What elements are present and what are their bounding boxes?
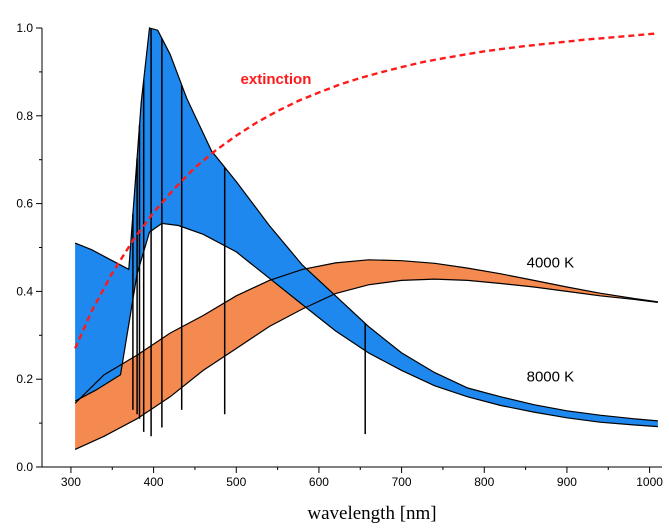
annotation-label: 8000 K: [527, 368, 575, 385]
y-tick-label: 1.0: [16, 21, 33, 35]
y-tick-label: 0.8: [16, 109, 33, 123]
band-4000k: [75, 259, 658, 450]
annotation-label: extinction: [241, 71, 312, 88]
y-tick-label: 0.0: [16, 460, 33, 474]
x-tick-label: 1000: [636, 475, 663, 489]
curve-4000k-bottom: [74, 278, 658, 450]
curve-4000k-top: [74, 259, 658, 404]
annotations: extinction 4000 K 8000 K: [241, 71, 575, 385]
x-tick-label: 700: [392, 475, 412, 489]
x-tick-label: 500: [226, 475, 246, 489]
extinction-curve: [74, 32, 659, 349]
x-tick-label: 400: [144, 475, 164, 489]
band-8000k: [75, 28, 658, 427]
y-tick-label: 0.4: [16, 284, 33, 298]
annotation-label: 4000 K: [527, 254, 575, 271]
axis-ticks: 300 400 500 600 700 800 900 1000 0.0 0.2 0.4 0.6 0.8…: [16, 21, 663, 489]
spectrum-outlines: [74, 27, 659, 450]
x-tick-label: 600: [309, 475, 329, 489]
x-tick-label: 900: [557, 475, 577, 489]
spectrum-bands: [75, 28, 658, 450]
x-tick-label: 300: [61, 475, 81, 489]
y-tick-label: 0.6: [16, 197, 33, 211]
y-tick-label: 0.2: [16, 372, 33, 386]
x-axis-title: wavelength [nm]: [307, 503, 436, 524]
x-tick-label: 800: [474, 475, 494, 489]
